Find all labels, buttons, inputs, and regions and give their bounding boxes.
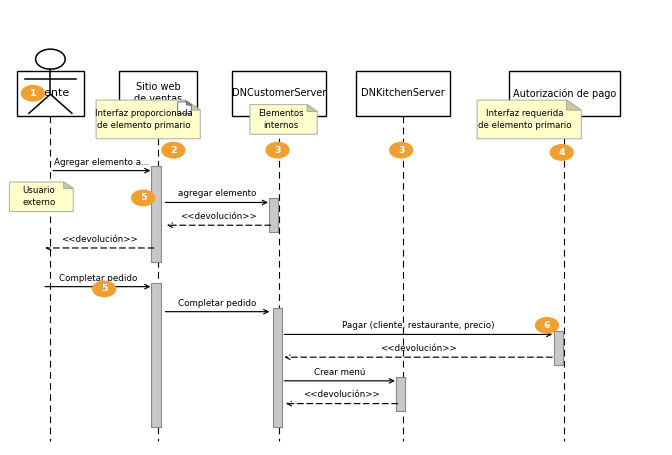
Bar — [269, 198, 278, 232]
Polygon shape — [566, 100, 581, 110]
Circle shape — [536, 318, 558, 333]
Bar — [554, 331, 563, 365]
Text: Usuario
externo: Usuario externo — [22, 187, 55, 207]
Bar — [151, 283, 161, 427]
Circle shape — [550, 145, 573, 160]
Text: 3: 3 — [274, 146, 281, 155]
Text: Completar pedido: Completar pedido — [178, 298, 257, 308]
Text: 3: 3 — [398, 146, 405, 155]
Polygon shape — [307, 105, 317, 111]
Circle shape — [390, 142, 413, 158]
Bar — [151, 166, 161, 262]
Polygon shape — [477, 100, 581, 139]
Bar — [356, 71, 450, 116]
Bar — [17, 71, 84, 116]
Polygon shape — [185, 100, 200, 110]
Circle shape — [162, 142, 185, 158]
Text: Sitio web
de ventas: Sitio web de ventas — [134, 82, 182, 105]
Text: <<devolución>>: <<devolución>> — [61, 235, 138, 244]
Polygon shape — [9, 182, 73, 212]
Text: Crear menú: Crear menú — [314, 368, 366, 377]
Text: <<devolución>>: <<devolución>> — [180, 212, 257, 221]
Polygon shape — [250, 105, 317, 134]
Circle shape — [93, 281, 116, 297]
Bar — [509, 71, 620, 116]
Text: 1: 1 — [30, 89, 36, 98]
Text: DNCustomerServer: DNCustomerServer — [232, 88, 326, 98]
Bar — [120, 71, 196, 116]
Text: 5: 5 — [101, 284, 108, 293]
Text: 2: 2 — [170, 146, 177, 155]
Polygon shape — [186, 102, 191, 105]
Bar — [273, 308, 282, 427]
Bar — [396, 377, 405, 411]
Text: agregar elemento: agregar elemento — [177, 189, 256, 198]
Text: Autorización de pago: Autorización de pago — [513, 88, 616, 99]
Text: DNKitchenServer: DNKitchenServer — [362, 88, 445, 98]
Text: Interfaz requerida
de elemento primario: Interfaz requerida de elemento primario — [478, 109, 572, 130]
Text: Cliente: Cliente — [31, 88, 70, 98]
Polygon shape — [96, 100, 200, 139]
Text: Elementos
internos: Elementos internos — [258, 109, 304, 130]
Text: <<devolución>>: <<devolución>> — [380, 344, 457, 353]
Text: 6: 6 — [544, 321, 550, 330]
Bar — [232, 71, 326, 116]
Text: Pagar (cliente, restaurante, precio): Pagar (cliente, restaurante, precio) — [342, 321, 495, 330]
Text: Completar pedido: Completar pedido — [58, 273, 137, 283]
Circle shape — [266, 142, 289, 158]
Text: Interfaz proporcionada
de elemento primario: Interfaz proporcionada de elemento prima… — [95, 109, 193, 130]
Text: <<devolución>>: <<devolución>> — [303, 390, 380, 399]
Text: 5: 5 — [140, 193, 146, 202]
Polygon shape — [64, 182, 73, 188]
Polygon shape — [177, 102, 191, 114]
Circle shape — [22, 86, 44, 101]
Circle shape — [132, 190, 155, 206]
Text: Agregar elemento a...: Agregar elemento a... — [54, 157, 149, 167]
Text: 4: 4 — [558, 148, 565, 157]
